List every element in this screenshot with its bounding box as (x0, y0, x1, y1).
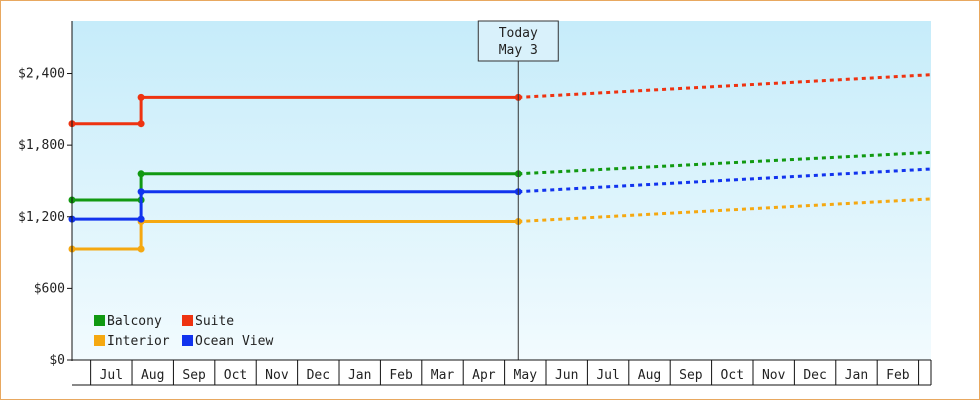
legend-label-balcony: Balcony (107, 314, 162, 329)
data-point-interior (137, 245, 145, 253)
series-line-suite (72, 95, 519, 126)
x-tick-label: Jan (348, 368, 371, 383)
x-tick-label: Sep (182, 368, 206, 383)
x-tick-label: Jan (845, 368, 868, 383)
x-tick-label: Nov (762, 368, 786, 383)
y-tick-label: $0 (49, 353, 65, 368)
x-tick-label: Dec (307, 368, 330, 383)
x-tick-label: Oct (721, 368, 744, 383)
y-tick-label: $600 (34, 281, 65, 296)
series-line-balcony (72, 172, 519, 202)
y-tick-label: $2,400 (18, 67, 65, 82)
legend-label-suite: Suite (195, 314, 234, 329)
x-tick-label: Aug (141, 368, 164, 383)
legend-swatch-suite (182, 315, 193, 326)
x-tick-label: Feb (389, 368, 413, 383)
axes-layer: $0 $600 $1,200 $1,800 $2,400 Jul Aug Sep Oct Nov D… (18, 21, 932, 386)
x-tick-label: Jul (596, 368, 619, 383)
x-tick-label: Apr (472, 368, 496, 383)
x-tick-label: Mar (431, 368, 455, 383)
x-tick-label: Oct (224, 368, 247, 383)
x-tick-label: Jul (100, 368, 123, 383)
x-tick-label: Aug (638, 368, 661, 383)
legend-label-interior: Interior (107, 334, 170, 349)
series-forecast-interior (518, 197, 932, 223)
today-marker-date: May 3 (499, 43, 538, 58)
x-tick-label: Feb (886, 368, 910, 383)
data-point-suite (137, 120, 145, 128)
x-tick-label: Dec (803, 368, 826, 383)
legend-swatch-interior (94, 335, 105, 346)
series-line-ocean-view (72, 190, 519, 221)
y-tick-label: $1,200 (18, 210, 65, 225)
series-forecast-suite (518, 73, 932, 99)
legend-swatch-balcony (94, 315, 105, 326)
x-tick-label: Sep (679, 368, 703, 383)
series-forecast-balcony (518, 150, 932, 176)
data-point-ocean-view (137, 188, 145, 196)
data-point-ocean-view (137, 215, 145, 223)
data-point-balcony (137, 170, 145, 178)
today-marker-box (477, 20, 559, 62)
y-tick-label: $1,800 (18, 138, 65, 153)
x-tick-label: Nov (265, 368, 289, 383)
today-marker-label: Today (499, 26, 538, 41)
x-tick-label: May (514, 368, 538, 383)
series-forecast-ocean-view (518, 167, 932, 194)
legend-swatch-ocean-view (182, 335, 193, 346)
series-line-interior (72, 220, 519, 251)
x-tick-label: Jun (555, 368, 578, 383)
data-point-suite (137, 93, 145, 101)
legend: Balcony Suite Interior Ocean View (94, 314, 273, 349)
legend-label-ocean-view: Ocean View (195, 334, 273, 349)
